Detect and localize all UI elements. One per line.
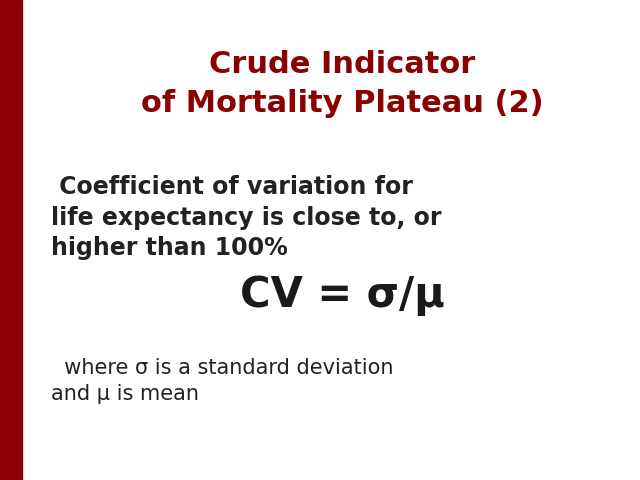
Text: where σ is a standard deviation
and μ is mean: where σ is a standard deviation and μ is… [51,358,394,404]
Bar [0,0,22,480]
Text: Crude Indicator
of Mortality Plateau (2): Crude Indicator of Mortality Plateau (2) [141,50,544,118]
Text: CV = σ/μ: CV = σ/μ [240,274,445,316]
Text: Coefficient of variation for
life expectancy is close to, or
higher than 100%: Coefficient of variation for life expect… [51,175,442,261]
